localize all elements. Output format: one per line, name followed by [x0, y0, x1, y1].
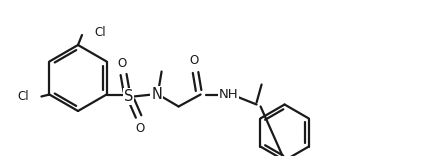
Text: S: S — [124, 89, 133, 104]
Text: Cl: Cl — [18, 90, 29, 103]
Text: O: O — [135, 122, 144, 134]
Text: Cl: Cl — [94, 27, 106, 39]
Text: N: N — [151, 87, 162, 102]
Text: O: O — [117, 56, 126, 70]
Text: NH: NH — [219, 88, 239, 101]
Text: O: O — [189, 54, 198, 66]
